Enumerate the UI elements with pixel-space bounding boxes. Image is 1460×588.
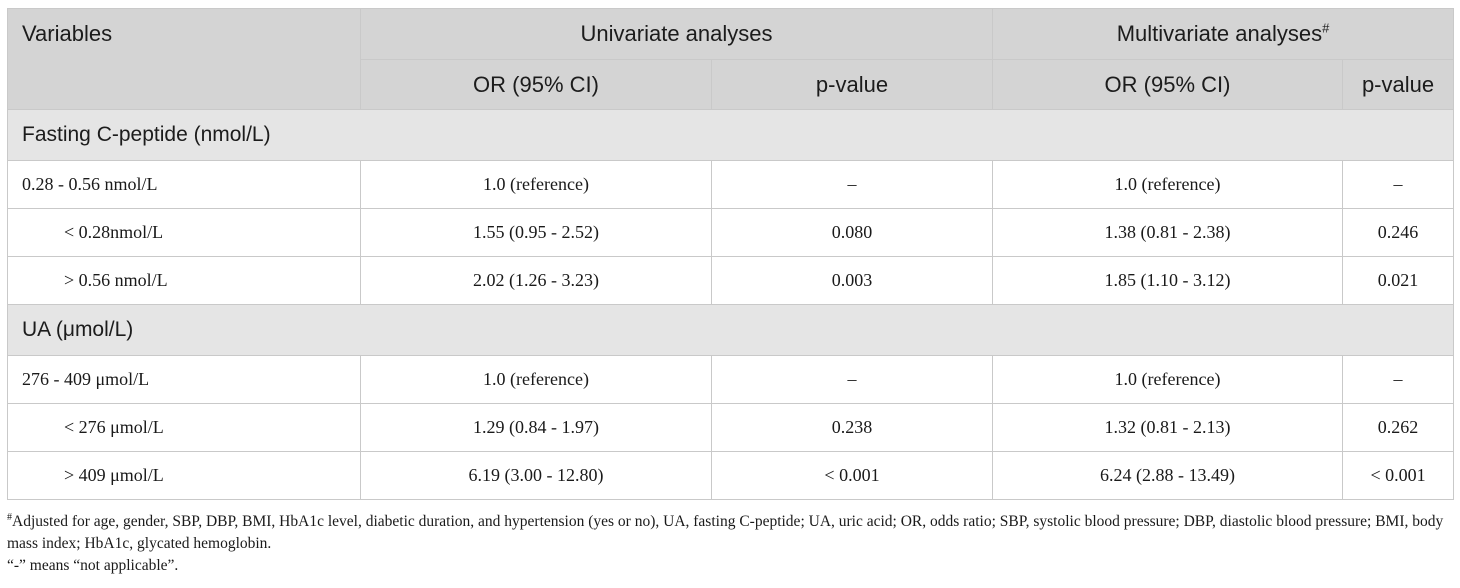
row-multi-or: 1.85 (1.10 - 3.12): [992, 256, 1344, 305]
results-table-container: Variables Univariate analyses Multivaria…: [6, 8, 1455, 500]
row-variable: > 409 μmol/L: [7, 451, 361, 500]
row-variable: < 0.28nmol/L: [7, 208, 361, 257]
row-uni-or: 1.0 (reference): [360, 355, 712, 404]
row-multi-p: –: [1342, 160, 1455, 209]
table-row: < 0.28nmol/L 1.55 (0.95 - 2.52) 0.080 1.…: [7, 208, 1455, 257]
row-uni-p: –: [710, 160, 994, 209]
row-uni-or: 1.29 (0.84 - 1.97): [360, 403, 712, 452]
table-row: 0.28 - 0.56 nmol/L 1.0 (reference) – 1.0…: [7, 160, 1455, 209]
row-uni-p: 0.238: [710, 403, 994, 452]
row-uni-or: 1.55 (0.95 - 2.52): [360, 208, 712, 257]
header-multivariate-mark: #: [1322, 20, 1330, 36]
row-multi-p: 0.246: [1342, 208, 1455, 257]
row-multi-or: 1.0 (reference): [992, 355, 1344, 404]
header-uni-or: OR (95% CI): [360, 59, 712, 110]
footnote-adjusted: #Adjusted for age, gender, SBP, DBP, BMI…: [7, 511, 1457, 555]
row-multi-p: 0.021: [1342, 256, 1455, 305]
table-row: > 409 μmol/L 6.19 (3.00 - 12.80) < 0.001…: [7, 451, 1455, 500]
header-multivariate-label: Multivariate analyses: [1116, 21, 1323, 46]
footnote-dash: “-” means “not applicable”.: [7, 557, 179, 574]
header-univariate: Univariate analyses: [359, 8, 994, 60]
row-uni-p: 0.003: [710, 256, 994, 305]
row-multi-or: 1.38 (0.81 - 2.38): [992, 208, 1344, 257]
header-uni-p: p-value: [710, 59, 994, 110]
table-body: Fasting C-peptide (nmol/L) 0.28 - 0.56 n…: [6, 109, 1455, 500]
row-uni-or: 1.0 (reference): [360, 160, 712, 209]
header-multivariate: Multivariate analyses#: [992, 8, 1455, 60]
group-title: Fasting C-peptide (nmol/L): [6, 109, 1455, 161]
footnote-mark: #: [7, 511, 12, 523]
table-row: > 0.56 nmol/L 2.02 (1.26 - 3.23) 0.003 1…: [7, 256, 1455, 305]
group-row-ua: UA (μmol/L): [6, 304, 1455, 356]
row-multi-p: 0.262: [1342, 403, 1455, 452]
footnote-adjusted-text: Adjusted for age, gender, SBP, DBP, BMI,…: [7, 513, 1444, 552]
row-variable: 276 - 409 μmol/L: [7, 355, 361, 404]
row-multi-or: 6.24 (2.88 - 13.49): [992, 451, 1344, 500]
row-uni-p: < 0.001: [710, 451, 994, 500]
row-uni-or: 2.02 (1.26 - 3.23): [360, 256, 712, 305]
row-uni-p: –: [710, 355, 994, 404]
row-uni-or: 6.19 (3.00 - 12.80): [360, 451, 712, 500]
row-uni-p: 0.080: [710, 208, 994, 257]
regression-results-table: Variables Univariate analyses Multivaria…: [6, 8, 1455, 500]
table-footnotes: #Adjusted for age, gender, SBP, DBP, BMI…: [7, 511, 1457, 577]
group-title: UA (μmol/L): [6, 304, 1455, 356]
row-multi-or: 1.32 (0.81 - 2.13): [992, 403, 1344, 452]
row-variable: > 0.56 nmol/L: [7, 256, 361, 305]
header-variables: Variables: [7, 8, 361, 110]
row-variable: 0.28 - 0.56 nmol/L: [7, 160, 361, 209]
row-multi-p: < 0.001: [1342, 451, 1455, 500]
row-multi-or: 1.0 (reference): [992, 160, 1344, 209]
table-header: Variables Univariate analyses Multivaria…: [7, 8, 1455, 110]
row-multi-p: –: [1342, 355, 1455, 404]
row-variable: < 276 μmol/L: [7, 403, 361, 452]
table-row: < 276 μmol/L 1.29 (0.84 - 1.97) 0.238 1.…: [7, 403, 1455, 452]
header-multi-or: OR (95% CI): [992, 59, 1344, 110]
header-multi-p: p-value: [1342, 59, 1455, 110]
table-row: 276 - 409 μmol/L 1.0 (reference) – 1.0 (…: [7, 355, 1455, 404]
group-row-c-peptide: Fasting C-peptide (nmol/L): [6, 109, 1455, 161]
